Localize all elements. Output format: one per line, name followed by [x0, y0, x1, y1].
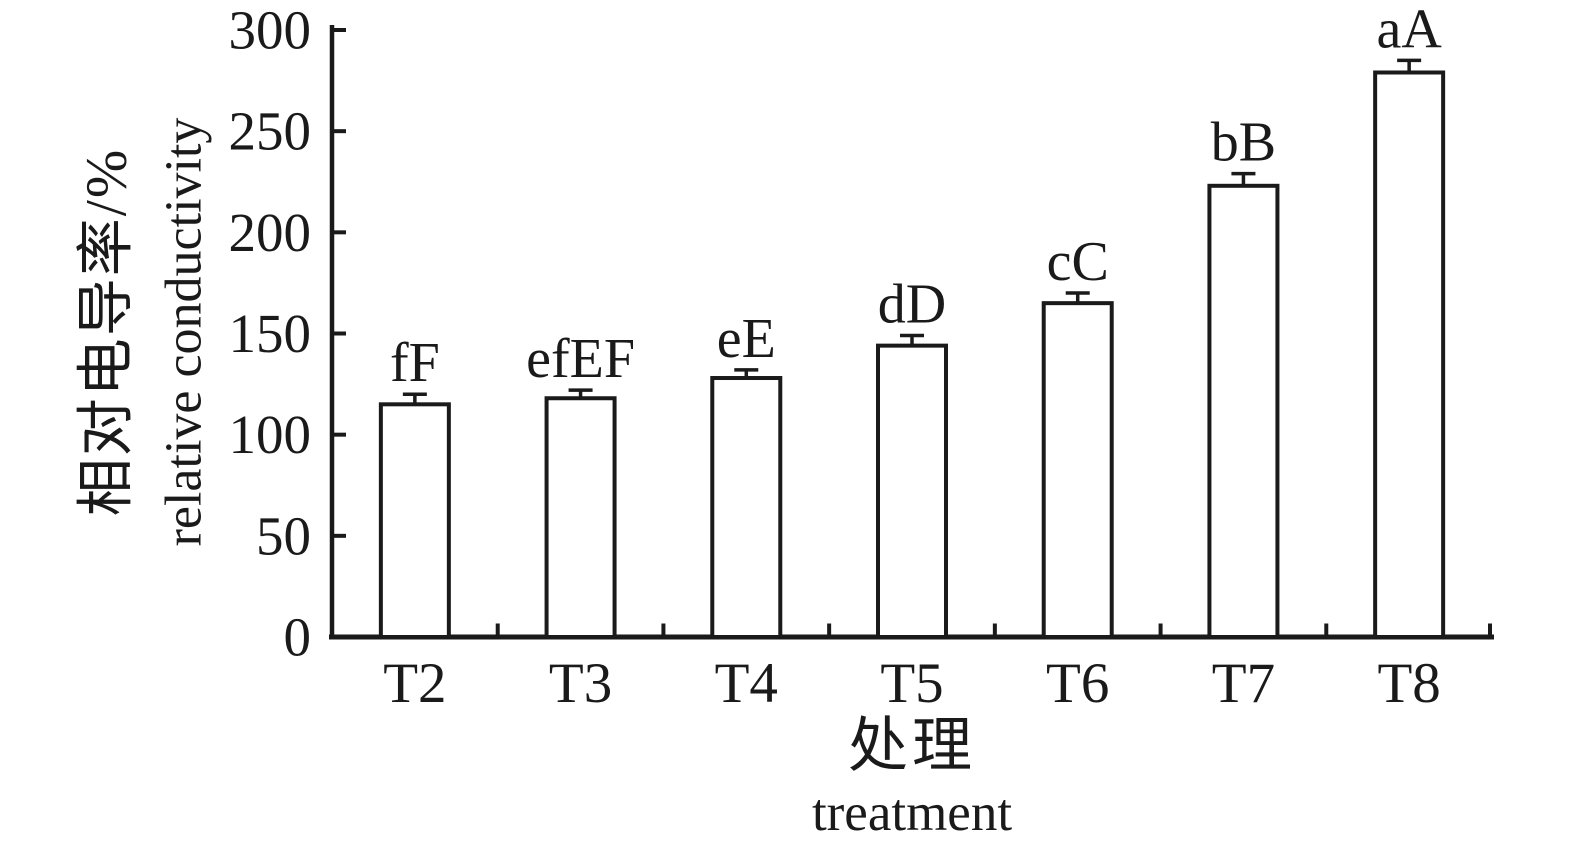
- bar: [1373, 70, 1446, 640]
- x-axis-ticks: [495, 623, 1492, 635]
- x-category-label: T7: [1212, 652, 1275, 715]
- significance-letter: bB: [1211, 112, 1276, 174]
- y-axis-tick-labels: 0 50 100 150 200 250 300: [229, 0, 312, 668]
- x-category-label: T2: [383, 652, 446, 715]
- significance-letter: dD: [878, 274, 946, 336]
- significance-letter: fF: [390, 332, 440, 394]
- error-bars-group: [402, 58, 1422, 405]
- x-category-label: T8: [1377, 652, 1440, 715]
- bar: [1207, 183, 1280, 639]
- x-category-labels-group: T2 T3 T4 T5 T6 T7 T8: [383, 652, 1441, 715]
- bar: [378, 402, 451, 640]
- significance-letter: efEF: [526, 328, 635, 390]
- bar: [544, 396, 617, 639]
- y-tick-label: 100: [229, 404, 312, 465]
- y-tick-label: 250: [229, 101, 312, 162]
- x-axis-title-zh: 处理: [848, 713, 976, 779]
- y-tick-label: 50: [256, 505, 311, 566]
- y-tick-label: 300: [229, 0, 312, 61]
- significance-letters-group: fF efEF eE dD cC bB aA: [390, 0, 1442, 394]
- y-tick-label: 0: [284, 607, 312, 668]
- y-axis-title-en: relative conductivity: [156, 118, 213, 547]
- x-category-label: T6: [1046, 652, 1109, 715]
- x-category-label: T5: [880, 652, 943, 715]
- bars-group: [378, 70, 1446, 640]
- significance-letter: eE: [717, 308, 776, 370]
- x-category-label: T3: [549, 652, 612, 715]
- significance-letter: aA: [1376, 0, 1442, 60]
- x-category-label: T4: [715, 652, 778, 715]
- y-tick-label: 150: [229, 303, 312, 364]
- bar: [876, 343, 948, 639]
- y-axis-title-zh: 相对电导率/%: [74, 148, 139, 516]
- bar: [710, 376, 783, 639]
- significance-letter: cC: [1047, 231, 1109, 293]
- bar: [1041, 301, 1114, 639]
- y-tick-label: 200: [229, 202, 312, 263]
- x-axis-title-en: treatment: [812, 784, 1012, 842]
- y-axis-ticks: [334, 28, 346, 639]
